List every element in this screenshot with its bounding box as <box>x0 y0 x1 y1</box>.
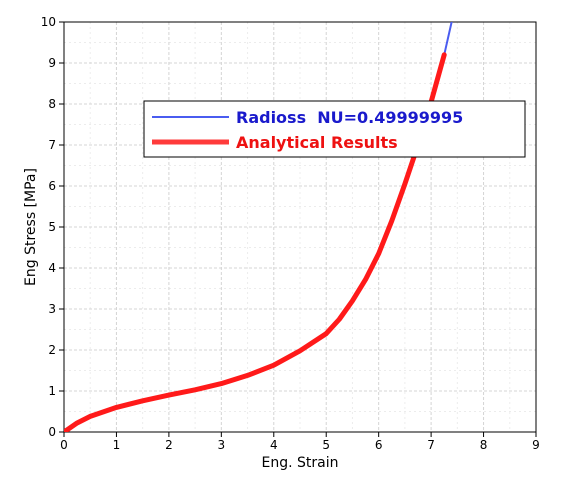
y-tick-label: 0 <box>48 425 56 439</box>
y-tick-label: 4 <box>48 261 56 275</box>
x-tick-label: 9 <box>532 438 540 452</box>
x-tick-label: 2 <box>165 438 173 452</box>
y-tick-label: 10 <box>41 15 56 29</box>
legend-label-analytical: Analytical Results <box>236 133 398 152</box>
legend-label-radioss: Radioss NU=0.49999995 <box>236 108 463 127</box>
y-tick-label: 3 <box>48 302 56 316</box>
legend: Radioss NU=0.49999995 Analytical Results <box>143 100 526 158</box>
y-tick-label: 9 <box>48 56 56 70</box>
series-line-analytical <box>64 52 447 432</box>
x-tick-label: 7 <box>427 438 435 452</box>
x-tick-label: 8 <box>480 438 488 452</box>
series-layer <box>64 22 453 432</box>
y-tick-label: 7 <box>48 138 56 152</box>
x-tick-label: 5 <box>322 438 330 452</box>
x-axis-title: Eng. Strain <box>262 455 339 471</box>
y-axis: 0 1 2 3 4 5 6 7 8 9 10 <box>41 15 64 439</box>
y-tick-label: 2 <box>48 343 56 357</box>
y-tick-label: 5 <box>48 220 56 234</box>
y-tick-label: 6 <box>48 179 56 193</box>
legend-box <box>143 100 526 158</box>
x-tick-label: 3 <box>218 438 226 452</box>
x-tick-label: 4 <box>270 438 278 452</box>
x-axis: 0 1 2 3 4 5 6 7 8 9 <box>60 432 540 452</box>
x-tick-label: 1 <box>113 438 121 452</box>
y-axis-title: Eng Stress [MPa] <box>23 168 39 286</box>
x-tick-label: 6 <box>375 438 383 452</box>
y-tick-label: 1 <box>48 384 56 398</box>
y-tick-label: 8 <box>48 97 56 111</box>
x-tick-label: 0 <box>60 438 68 452</box>
